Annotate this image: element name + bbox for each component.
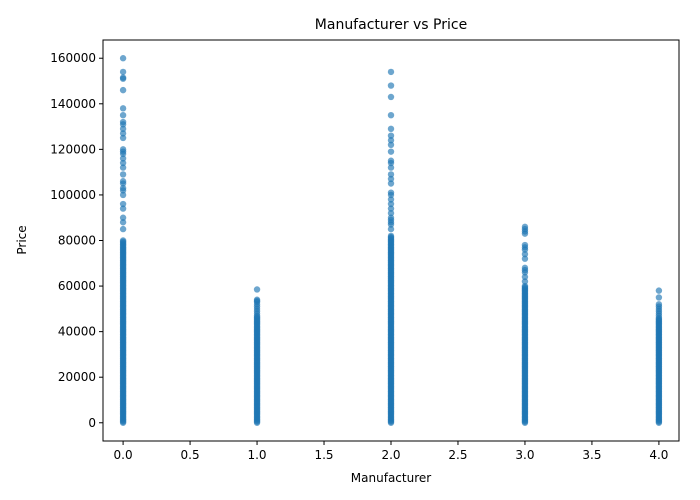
scatter-point — [387, 232, 395, 240]
scatter-point — [387, 171, 395, 178]
scatter-point — [387, 111, 395, 119]
scatter-point — [119, 164, 127, 171]
scatter-point — [119, 111, 127, 119]
scatter-point — [521, 241, 529, 249]
scatter-point — [119, 237, 127, 244]
y-tick-label: 140000 — [50, 97, 96, 111]
scatter-point — [253, 296, 261, 303]
plot-frame — [102, 39, 680, 442]
data-points — [119, 55, 663, 426]
scatter-point — [119, 74, 127, 81]
scatter-point — [387, 82, 395, 89]
scatter-point — [119, 200, 127, 208]
scatter-point — [387, 148, 395, 155]
scatter-point — [119, 125, 127, 133]
y-tick-label: 160000 — [50, 51, 96, 65]
scatter-point — [119, 134, 127, 142]
scatter-point — [521, 282, 529, 290]
scatter-point — [387, 225, 395, 233]
x-tick-label: 0.0 — [114, 448, 133, 462]
chart-title: Manufacturer vs Price — [315, 17, 467, 33]
scatter-point — [387, 180, 395, 187]
y-tick-label: 60000 — [58, 279, 96, 293]
scatter-point — [655, 287, 663, 294]
scatter-point — [387, 209, 395, 217]
scatter-point — [521, 273, 529, 281]
scatter-point — [119, 159, 127, 167]
scatter-point — [387, 200, 395, 208]
scatter-point — [387, 214, 395, 221]
scatter-point — [387, 205, 395, 212]
scatter-point — [119, 118, 127, 126]
scatter-point — [655, 294, 663, 301]
scatter-point — [655, 301, 663, 308]
scatter-point — [387, 196, 395, 203]
y-axis-label: Price — [15, 225, 29, 254]
x-tick-label: 4.0 — [649, 448, 668, 462]
y-tick-label: 0 — [88, 416, 96, 430]
scatter-point — [253, 286, 261, 293]
scatter-point — [521, 278, 529, 285]
scatter-point — [387, 157, 395, 164]
scatter-point — [119, 105, 127, 112]
scatter-point — [387, 93, 395, 101]
scatter-point — [119, 184, 127, 192]
scatter-point — [119, 86, 127, 94]
y-tick-label: 40000 — [58, 325, 96, 339]
scatter-point — [521, 250, 529, 258]
scatter-point — [119, 219, 127, 226]
scatter-point — [387, 164, 395, 171]
scatter-point — [521, 255, 529, 262]
scatter-point — [521, 223, 529, 231]
y-axis-ticks: 0 20000 40000 60000 80000 100000 120000 140000 1… — [50, 51, 103, 430]
scatter-point — [119, 214, 127, 221]
y-tick-label: 120000 — [50, 142, 96, 156]
x-tick-label: 2.5 — [448, 448, 467, 462]
x-tick-label: 3.0 — [515, 448, 534, 462]
scatter-point — [521, 264, 529, 272]
scatter-point — [387, 189, 395, 196]
x-tick-label: 3.5 — [582, 448, 601, 462]
scatter-point — [119, 178, 127, 185]
scatter-point — [119, 171, 127, 178]
y-tick-label: 80000 — [58, 234, 96, 248]
x-axis-label: Manufacturer — [351, 471, 431, 485]
scatter-point — [387, 137, 395, 144]
x-tick-label: 1.5 — [314, 448, 333, 462]
scatter-point — [119, 146, 127, 153]
y-tick-label: 20000 — [58, 370, 96, 384]
x-tick-label: 1.0 — [247, 448, 266, 462]
scatter-point — [119, 130, 127, 137]
scatter-point — [387, 175, 395, 183]
x-tick-label: 0.5 — [181, 448, 200, 462]
scatter-point — [387, 141, 395, 149]
scatter-point — [119, 155, 127, 162]
scatter-point — [387, 125, 395, 133]
scatter-point — [119, 55, 127, 62]
scatter-point — [119, 68, 127, 76]
x-tick-label: 2.0 — [381, 448, 400, 462]
y-tick-label: 100000 — [50, 188, 96, 202]
scatter-point — [119, 191, 127, 199]
scatter-point — [119, 225, 127, 233]
scatter-point — [387, 68, 395, 76]
scatter-point — [387, 132, 395, 139]
scatter-point — [119, 205, 127, 212]
x-axis-ticks: 0.0 0.5 1.0 1.5 2.0 2.5 3.0 3.5 4.0 — [114, 441, 668, 462]
